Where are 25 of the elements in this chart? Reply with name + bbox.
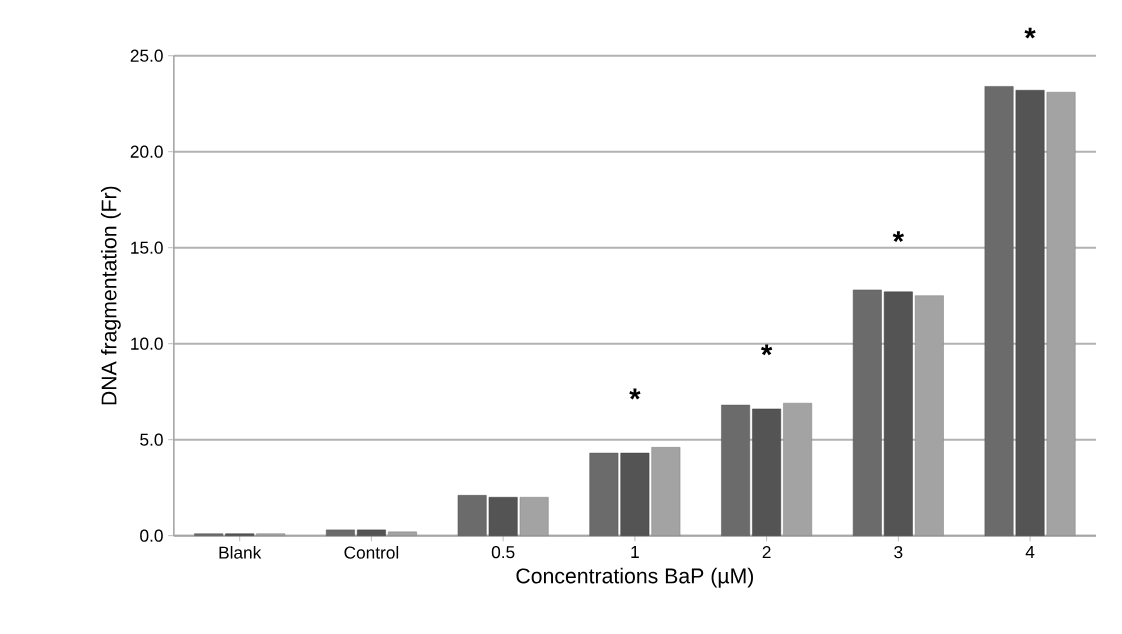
bar [721,404,751,536]
bar [852,289,882,536]
bar [752,408,782,536]
bar [325,529,355,536]
x-axis-title: Concentrations BaP (µM) [516,567,754,588]
y-tick-label: 25.0 [130,49,163,62]
x-tick-label: Blank [219,546,262,559]
bar [356,529,386,536]
x-tick-label: 0.5 [491,546,515,559]
y-tick-label: 10.0 [131,337,163,350]
y-tick-label: 20.0 [130,145,163,158]
y-tick-label: 5.0 [140,433,163,446]
y-axis-title: DNA fragmentation (Fr) [100,186,121,405]
annotation: * [892,231,904,243]
x-tick-label: 1 [631,546,639,558]
x-tick-label: 4 [1025,546,1035,558]
x-tick-label: 2 [762,546,771,559]
x-tick-label: 3 [894,546,903,559]
text: * [1024,27,1036,39]
y-tick-label: 15.0 [131,241,163,254]
y-tick-label: 0.0 [140,529,163,542]
bar [883,291,913,536]
annotation: * [761,344,773,356]
annotation: * [629,388,641,400]
x-tick-label: Control [344,546,399,559]
